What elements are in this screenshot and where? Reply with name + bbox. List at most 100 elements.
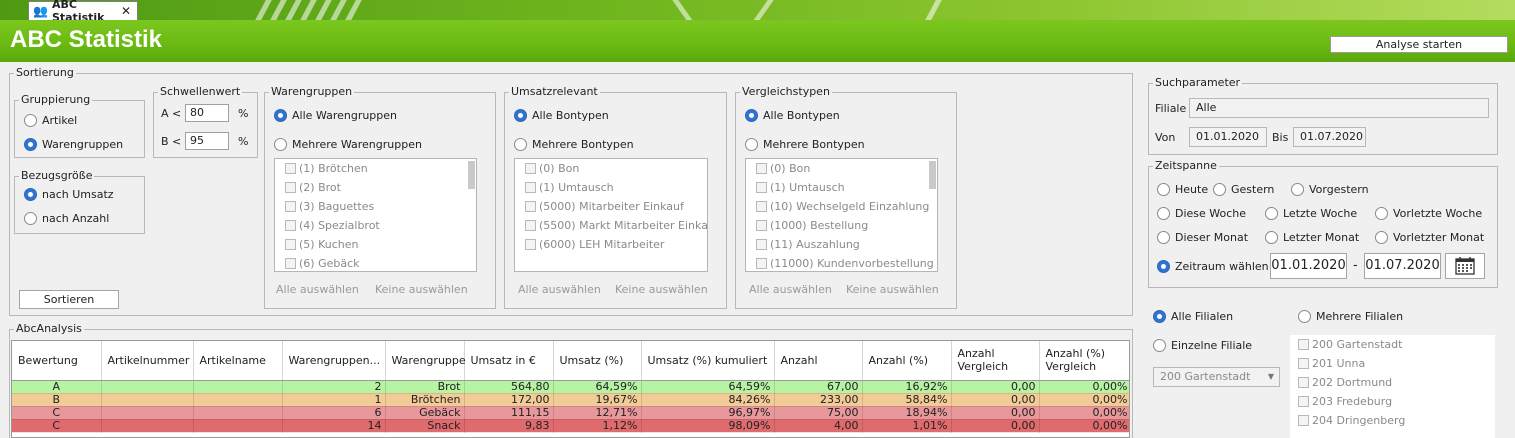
radio-letzte-woche[interactable]: Letzte Woche — [1265, 207, 1357, 220]
table-cell-umsatz_pct: 64,59% — [553, 380, 642, 394]
column-header-anzahl-vergleich[interactable]: Anzahl Vergleich — [951, 341, 1040, 381]
column-header-umsatz-pct[interactable]: Umsatz (%) — [553, 341, 642, 381]
table-row[interactable]: B 1 Brötchen 172,00 19,67% 84,26% 233,00 58,84%… — [12, 393, 1129, 407]
radio-artikel[interactable]: Artikel — [24, 114, 77, 127]
list-item[interactable]: (5500) Markt Mitarbeiter Einkauf — [515, 216, 707, 235]
date-from-input[interactable]: 01.01.2020 — [1270, 253, 1347, 279]
table-row[interactable]: C 14 Snack 9,83 1,12% 98,09% 4,00 1,01% 0,00 0,00… — [12, 419, 1129, 433]
list-item[interactable]: 200 Gartenstadt — [1290, 335, 1495, 354]
column-header-bewertung[interactable]: Bewertung — [12, 341, 102, 381]
column-header-umsatz-kumuliert[interactable]: Umsatz (%) kumuliert — [641, 341, 775, 381]
calendar-button[interactable] — [1445, 253, 1485, 279]
umsatzrelevant-select-none-button[interactable]: Keine auswählen — [615, 283, 708, 296]
list-item[interactable]: (10) Wechselgeld Einzahlung — [746, 197, 937, 216]
list-item[interactable]: (6) Gebäck — [275, 254, 476, 271]
schwellenwert-legend: Schwellenwert — [158, 85, 243, 98]
radio-alle-bontypen-vergleich[interactable]: Alle Bontypen — [745, 109, 840, 122]
sortieren-button[interactable]: Sortieren — [19, 290, 119, 309]
column-header-anzahl-pct[interactable]: Anzahl (%) — [862, 341, 952, 381]
radio-mehrere-filialen[interactable]: Mehrere Filialen — [1298, 310, 1403, 323]
date-to-input[interactable]: 01.07.2020 — [1364, 253, 1441, 279]
column-header-anzahl-pct-vergleich[interactable]: Anzahl (%) Vergleich — [1039, 341, 1129, 381]
list-item[interactable]: 201 Unna — [1290, 354, 1495, 373]
list-item[interactable]: (11) Auszahlung — [746, 235, 937, 254]
radio-vorletzter-monat[interactable]: Vorletzter Monat — [1375, 231, 1484, 244]
list-item[interactable]: (1000) Bestellung — [746, 216, 937, 235]
radio-mehrere-bontypen-vergleich[interactable]: Mehrere Bontypen — [745, 138, 865, 151]
users-icon: 👥 — [33, 4, 48, 18]
radio-vorgestern[interactable]: Vorgestern — [1291, 183, 1369, 196]
radio-diese-woche[interactable]: Diese Woche — [1157, 207, 1246, 220]
radio-zeitraum-waehlen[interactable]: Zeitraum wählen — [1157, 260, 1269, 273]
radio-warengruppen[interactable]: Warengruppen — [24, 138, 123, 151]
list-item[interactable]: (5) Kuchen — [275, 235, 476, 254]
radio-nach-umsatz[interactable]: nach Umsatz — [24, 188, 114, 201]
vergleichstypen-list[interactable]: (0) Bon (1) Umtausch (10) Wechselgeld Ei… — [745, 158, 938, 272]
list-item[interactable]: (0) Bon — [746, 159, 937, 178]
list-item[interactable]: 203 Fredeburg — [1290, 392, 1495, 411]
filialen-list[interactable]: 200 Gartenstadt 201 Unna 202 Dortmund 20… — [1290, 335, 1495, 438]
radio-heute[interactable]: Heute — [1157, 183, 1208, 196]
chevron-down-icon: ▼ — [1267, 372, 1274, 381]
radio-nach-anzahl[interactable]: nach Anzahl — [24, 212, 109, 225]
scrollbar-thumb[interactable] — [468, 161, 475, 189]
b-threshold-input[interactable]: 95 — [185, 132, 229, 150]
umsatzrelevant-list[interactable]: (0) Bon (1) Umtausch (5000) Mitarbeiter … — [514, 158, 708, 272]
list-item[interactable]: (1) Brötchen — [275, 159, 476, 178]
table-row[interactable]: A 2 Brot 564,80 64,59% 64,59% 67,00 16,92% 0,00 0… — [12, 380, 1129, 394]
radio-alle-warengruppen[interactable]: Alle Warengruppen — [274, 109, 397, 122]
checkbox-icon — [756, 258, 767, 269]
list-item[interactable]: (1) Umtausch — [515, 178, 707, 197]
vergleichstypen-select-all-button[interactable]: Alle auswählen — [749, 283, 832, 296]
column-header-umsatz[interactable]: Umsatz in € — [464, 341, 554, 381]
radio-gestern[interactable]: Gestern — [1213, 183, 1274, 196]
list-item[interactable]: (5000) Mitarbeiter Einkauf — [515, 197, 707, 216]
a-threshold-input[interactable]: 80 — [185, 104, 229, 122]
list-item[interactable]: (11000) Kundenvorbestellung — [746, 254, 937, 271]
column-header-artikelname[interactable]: Artikelname — [193, 341, 283, 381]
radio-on-icon — [1157, 260, 1170, 273]
radio-alle-bontypen-umsatz[interactable]: Alle Bontypen — [514, 109, 609, 122]
list-item[interactable]: (0) Bon — [515, 159, 707, 178]
list-item[interactable]: (3) Baguettes — [275, 197, 476, 216]
warengruppen-list[interactable]: (1) Brötchen (2) Brot (3) Baguettes (4) … — [274, 158, 477, 272]
radio-mehrere-bontypen-umsatz[interactable]: Mehrere Bontypen — [514, 138, 634, 151]
warengruppen-select-none-button[interactable]: Keine auswählen — [375, 283, 468, 296]
warengruppen-select-all-button[interactable]: Alle auswählen — [276, 283, 359, 296]
radio-off-icon — [1375, 207, 1388, 220]
schwellenwert-group: Schwellenwert A < 80 % B < 95 % — [153, 85, 258, 158]
list-item[interactable]: 204 Dringenberg — [1290, 411, 1495, 430]
radio-alle-filialen[interactable]: Alle Filialen — [1153, 310, 1233, 323]
list-item[interactable]: (1) Umtausch — [746, 178, 937, 197]
list-item[interactable]: (4) Spezialbrot — [275, 216, 476, 235]
radio-dieser-monat[interactable]: Dieser Monat — [1157, 231, 1248, 244]
column-header-anzahl[interactable]: Anzahl — [774, 341, 863, 381]
list-item[interactable]: 202 Dortmund — [1290, 373, 1495, 392]
radio-mehrere-warengruppen[interactable]: Mehrere Warengruppen — [274, 138, 422, 151]
table-row[interactable]: C 6 Gebäck 111,15 12,71% 96,97% 75,00 18,94% 0,0… — [12, 406, 1129, 420]
b-threshold-label: B < — [161, 135, 182, 148]
column-header-warengruppennummer[interactable]: Warengruppen... — [282, 341, 386, 381]
radio-einzelne-filiale[interactable]: Einzelne Filiale — [1153, 339, 1252, 352]
bis-field: 01.07.2020 — [1293, 127, 1366, 147]
zeitspanne-legend: Zeitspanne — [1153, 159, 1219, 172]
vergleichstypen-select-none-button[interactable]: Keine auswählen — [846, 283, 939, 296]
radio-letzter-monat[interactable]: Letzter Monat — [1265, 231, 1359, 244]
table-cell-anzahl: 75,00 — [774, 406, 863, 420]
umsatzrelevant-select-all-button[interactable]: Alle auswählen — [518, 283, 601, 296]
abc-analysis-grid[interactable]: Bewertung Artikelnummer Artikelname Ware… — [11, 340, 1130, 438]
close-icon[interactable]: ✕ — [120, 4, 131, 18]
column-header-warengruppe[interactable]: Warengruppe — [385, 341, 466, 381]
list-item[interactable]: (6000) LEH Mitarbeiter — [515, 235, 707, 254]
radio-vorletzte-woche[interactable]: Vorletzte Woche — [1375, 207, 1482, 220]
tab-abc-statistik[interactable]: 👥 ABC Statistik ✕ — [28, 0, 138, 20]
table-cell-name — [193, 419, 283, 433]
column-header-artikelnummer[interactable]: Artikelnummer — [101, 341, 194, 381]
filiale-combobox[interactable]: 200 Gartenstadt ▼ — [1153, 367, 1280, 387]
analyse-start-button[interactable]: Analyse starten — [1330, 36, 1508, 53]
radio-off-icon — [1291, 183, 1304, 196]
list-item[interactable]: (2) Brot — [275, 178, 476, 197]
checkbox-icon — [285, 201, 296, 212]
radio-off-icon — [24, 114, 37, 127]
scrollbar-thumb[interactable] — [929, 161, 936, 189]
